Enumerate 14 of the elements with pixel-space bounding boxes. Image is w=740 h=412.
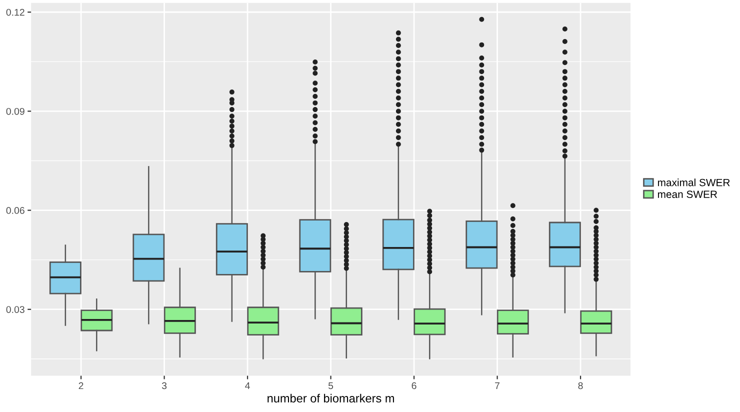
y-tick-label: 0.12 <box>6 8 24 16</box>
x-tick-label: 4 <box>245 382 250 390</box>
x-tick-label: 8 <box>578 382 583 390</box>
x-tick-label: 6 <box>412 382 416 390</box>
x-axis-title: number of biomarkers m <box>268 394 394 403</box>
x-tick-label: 2 <box>78 382 84 390</box>
y-tick-label: 0.06 <box>6 207 24 214</box>
x-tick-label: 7 <box>495 382 500 390</box>
legend-label: mean SWER <box>658 190 718 198</box>
x-tick-label: 3 <box>162 382 167 390</box>
x-tick-label: 5 <box>328 382 334 390</box>
y-tick-label: 0.09 <box>6 108 24 115</box>
y-tick-label: 0.03 <box>6 306 24 313</box>
legend-label: maximal SWER <box>658 178 730 186</box>
